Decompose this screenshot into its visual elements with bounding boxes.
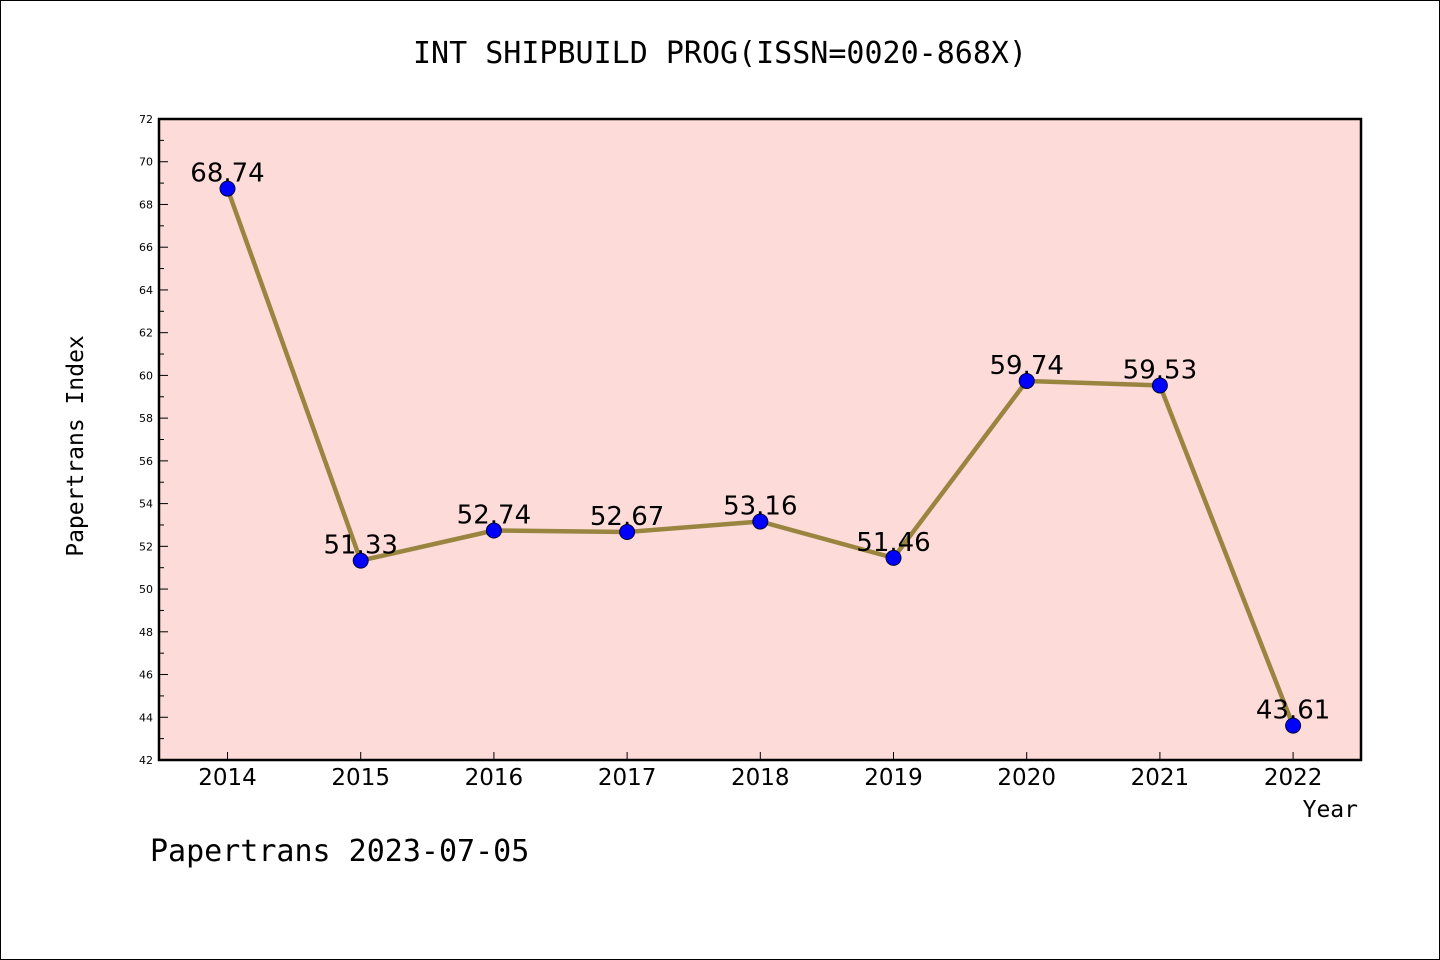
data-point	[485, 522, 502, 539]
x-tick-label: 2014	[198, 765, 257, 791]
footer-note: Papertrans 2023-07-05	[150, 834, 530, 869]
y-tick-label: 50	[139, 583, 153, 596]
y-tick-label: 66	[139, 241, 153, 254]
x-tick-label: 2020	[997, 765, 1056, 791]
data-point	[752, 513, 769, 530]
y-tick-label: 62	[139, 327, 153, 340]
y-tick-label: 72	[139, 113, 153, 126]
y-tick-label: 46	[139, 669, 153, 682]
y-axis: 42 44 46 48 50 52 54 56 58 60 62 64 66 68 70 72	[139, 113, 168, 767]
data-point	[1285, 717, 1302, 734]
y-tick-label: 42	[139, 754, 153, 767]
y-tick-label: 52	[139, 540, 153, 553]
x-tick-label: 2022	[1264, 765, 1323, 791]
plot-area	[159, 119, 1361, 760]
y-tick-label: 44	[139, 711, 153, 724]
y-tick-label: 54	[139, 498, 153, 511]
x-tick-label: 2015	[331, 765, 390, 791]
y-tick-label: 64	[139, 284, 153, 297]
data-point	[885, 549, 902, 566]
data-point	[219, 180, 236, 197]
chart-title: INT SHIPBUILD PROG(ISSN=0020-868X)	[412, 36, 1028, 71]
data-point	[352, 552, 369, 569]
y-tick-label: 58	[139, 412, 153, 425]
y-tick-label: 60	[139, 369, 153, 382]
y-tick-label: 48	[139, 626, 153, 639]
x-tick-label: 2018	[731, 765, 790, 791]
data-point	[619, 524, 636, 541]
plot-border	[157, 117, 1363, 762]
x-tick-label: 2019	[864, 765, 923, 791]
y-tick-label: 68	[139, 198, 153, 211]
data-point	[1018, 372, 1035, 389]
x-tick-label: 2017	[598, 765, 657, 791]
x-tick-label: 2016	[465, 765, 524, 791]
y-tick-label: 70	[139, 156, 153, 169]
x-axis: 2014 2015 2016 2017 2018 2019 2020 2021 2022	[198, 752, 1322, 791]
x-tick-label: 2021	[1131, 765, 1190, 791]
y-tick-label: 56	[139, 455, 153, 468]
x-axis-label: Year	[1302, 797, 1358, 823]
data-point	[1151, 377, 1168, 394]
